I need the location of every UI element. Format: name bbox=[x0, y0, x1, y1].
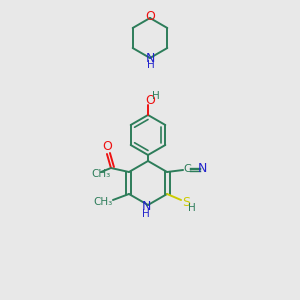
Text: O: O bbox=[145, 11, 155, 23]
Text: S: S bbox=[182, 196, 190, 208]
Text: CH₃: CH₃ bbox=[91, 169, 111, 179]
Text: N: N bbox=[197, 163, 207, 176]
Text: CH₃: CH₃ bbox=[93, 197, 112, 207]
Text: O: O bbox=[145, 94, 155, 106]
Text: N: N bbox=[145, 52, 155, 65]
Text: N: N bbox=[141, 200, 151, 214]
Text: H: H bbox=[142, 209, 150, 219]
Text: H: H bbox=[188, 203, 196, 213]
Text: H: H bbox=[147, 61, 154, 70]
Text: C: C bbox=[183, 164, 191, 174]
Text: H: H bbox=[152, 91, 160, 101]
Text: O: O bbox=[102, 140, 112, 154]
